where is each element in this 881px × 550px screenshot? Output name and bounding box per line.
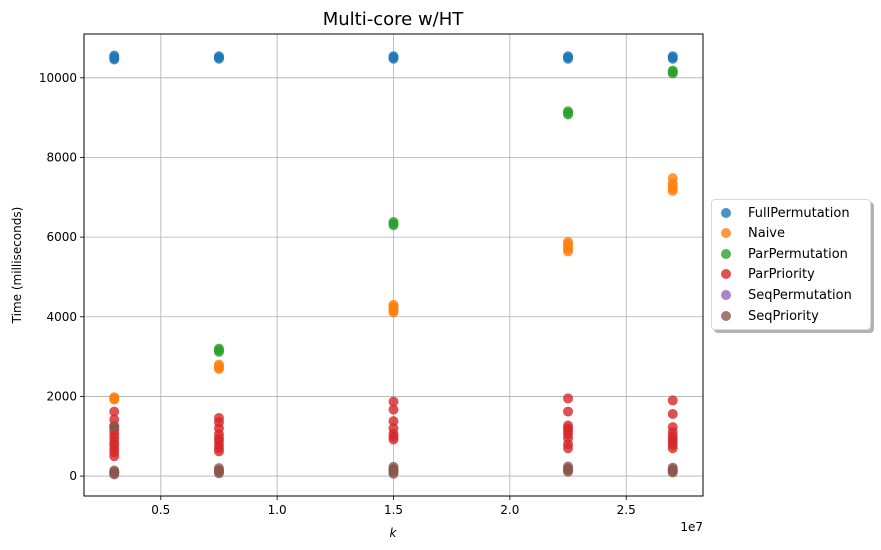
- data-point-seqpriority: [213, 468, 224, 479]
- data-point-naive: [667, 185, 678, 196]
- data-point-parpriority: [563, 406, 574, 417]
- y-tick-label: 10000: [39, 71, 77, 85]
- legend-label: ParPermutation: [748, 246, 848, 262]
- y-tick-label: 8000: [46, 150, 77, 164]
- data-point-fullpermutation: [213, 53, 224, 64]
- legend-label: Naive: [748, 225, 785, 241]
- data-point-parpriority: [667, 408, 678, 419]
- legend-marker: [721, 208, 731, 218]
- y-tick-label: 0: [69, 469, 77, 483]
- data-points: [109, 50, 678, 480]
- legend-marker: [721, 249, 731, 259]
- x-tick-label: 1.5: [384, 503, 403, 517]
- legend-item-seqpermutation: SeqPermutation: [721, 285, 852, 305]
- legend-marker: [721, 290, 731, 300]
- y-tick-label: 2000: [46, 389, 77, 403]
- data-point-parpriority: [563, 443, 574, 454]
- data-point-parpriority: [388, 434, 399, 445]
- data-point-naive: [388, 307, 399, 318]
- data-point-parpriority: [213, 446, 224, 457]
- x-tick-label: 2.0: [500, 503, 519, 517]
- legend-label: FullPermutation: [748, 205, 850, 221]
- legend-item-parpriority: ParPriority: [721, 264, 815, 284]
- legend-item-parpermutation: ParPermutation: [721, 244, 848, 264]
- y-axis-label: Time (milliseconds): [10, 207, 24, 325]
- legend: FullPermutation Naive ParPermutation Par…: [711, 199, 871, 330]
- data-point-fullpermutation: [388, 53, 399, 64]
- data-point-parpriority: [388, 416, 399, 427]
- data-point-parpriority: [109, 406, 120, 417]
- data-point-fullpermutation: [667, 53, 678, 64]
- data-point-fullpermutation: [563, 53, 574, 64]
- legend-item-fullpermutation: FullPermutation: [721, 203, 850, 223]
- plot-frame: [83, 33, 704, 497]
- data-point-fullpermutation: [109, 54, 120, 65]
- x-tick-label: 2.5: [617, 503, 636, 517]
- y-tick-label: 4000: [46, 310, 77, 324]
- data-point-seqpriority: [388, 468, 399, 479]
- x-tick-label: 1.0: [268, 503, 287, 517]
- y-tick-label: 6000: [46, 230, 77, 244]
- data-point-parpriority: [109, 451, 120, 462]
- data-point-seqpriority: [109, 469, 120, 480]
- x-axis-label: k: [390, 526, 398, 540]
- legend-marker: [721, 269, 731, 279]
- legend-item-naive: Naive: [721, 223, 785, 243]
- legend-marker: [721, 311, 731, 321]
- data-point-naive: [213, 363, 224, 374]
- legend-label: SeqPermutation: [748, 287, 852, 303]
- data-point-parpriority: [667, 443, 678, 454]
- data-point-seqpriority: [563, 466, 574, 477]
- data-point-naive: [109, 394, 120, 405]
- data-point-naive: [563, 246, 574, 257]
- data-point-parpermutation: [667, 68, 678, 79]
- x-axis-offset-label: 1e7: [680, 520, 703, 534]
- data-point-parpriority: [388, 396, 399, 407]
- data-point-seqpriority: [109, 422, 120, 433]
- chart-title: Multi-core w/HT: [323, 9, 465, 30]
- x-tick-label: 0.5: [151, 503, 170, 517]
- axis-ticks: 0.5 1.0 1.5 2.0 2.5 0 2000 4000 6000 8000 10000: [39, 71, 636, 517]
- data-point-parpriority: [563, 393, 574, 404]
- data-point-seqpriority: [667, 467, 678, 478]
- data-point-parpermutation: [563, 109, 574, 120]
- data-point-parpermutation: [213, 346, 224, 357]
- legend-marker: [721, 228, 731, 238]
- legend-label: ParPriority: [748, 266, 815, 282]
- data-point-parpriority: [388, 404, 399, 415]
- data-point-parpermutation: [388, 220, 399, 231]
- legend-label: SeqPriority: [748, 308, 819, 324]
- legend-item-seqpriority: SeqPriority: [721, 306, 819, 326]
- data-point-parpriority: [667, 395, 678, 406]
